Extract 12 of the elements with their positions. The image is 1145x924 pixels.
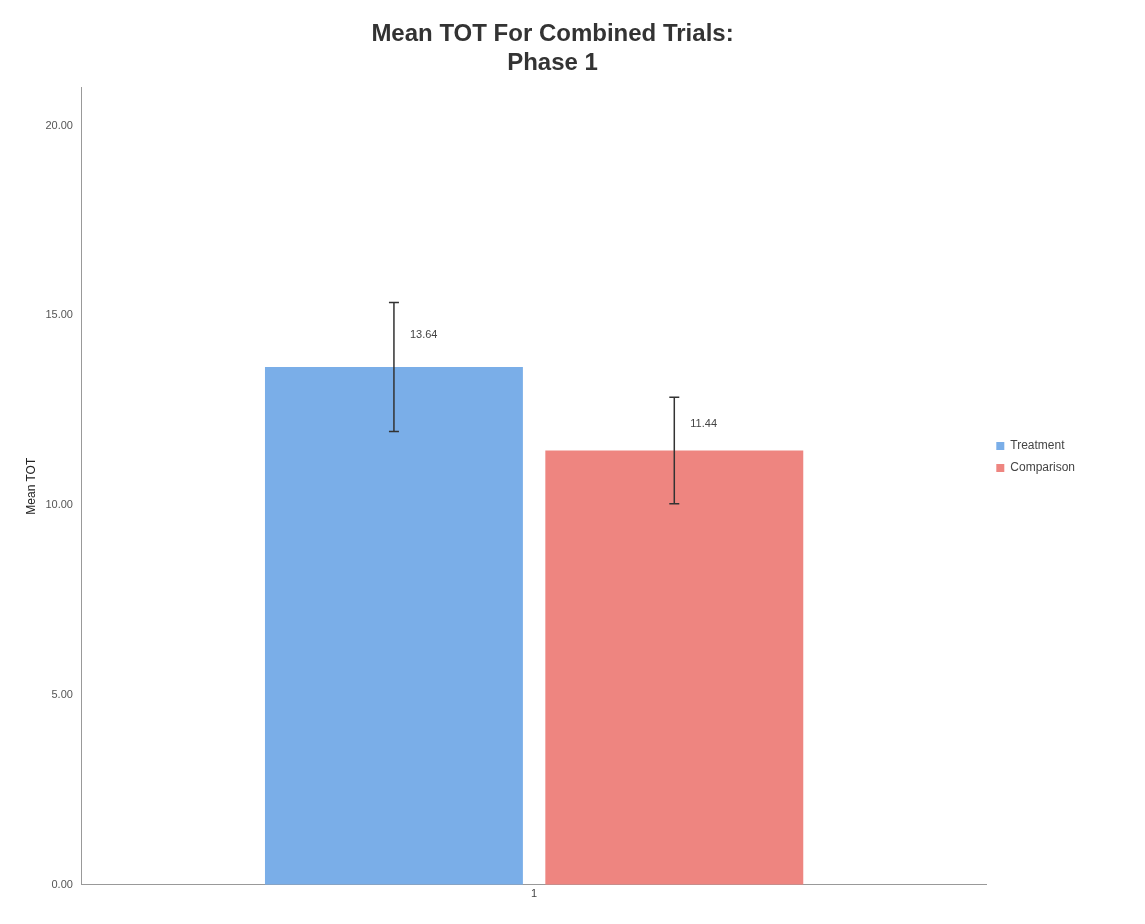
chart-title: Mean TOT For Combined Trials: Phase 1 [371, 19, 734, 75]
legend-label: Comparison [1010, 460, 1076, 475]
y-tick-label: 0.00 [51, 877, 73, 890]
legend-label: Treatment [1010, 438, 1066, 453]
y-tick-label: 5.00 [51, 688, 73, 701]
y-tick-label: 10.00 [45, 498, 73, 511]
data-label: 11.44 [690, 416, 718, 429]
data-label: 13.64 [409, 327, 438, 340]
x-tick-label: 1 [531, 887, 538, 900]
y-tick-label: 15.00 [45, 308, 73, 321]
y-tick-label: 20.00 [45, 118, 73, 131]
y-axis-title: Mean TOT [23, 457, 38, 515]
